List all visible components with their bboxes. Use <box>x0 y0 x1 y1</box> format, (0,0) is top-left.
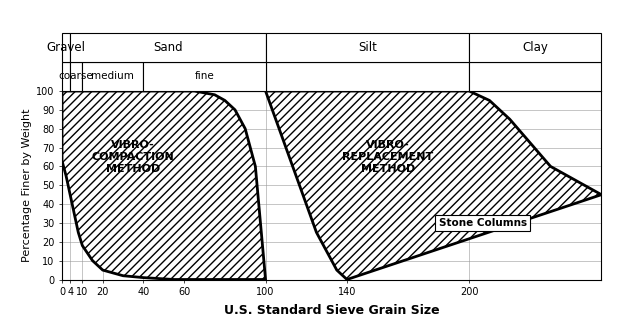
Bar <box>70 62 82 91</box>
Bar <box>265 32 469 62</box>
Text: VIBRO-
REPLACEMENT
METHOD: VIBRO- REPLACEMENT METHOD <box>342 140 433 174</box>
Text: Gravel: Gravel <box>46 41 86 54</box>
Text: Sand: Sand <box>153 41 183 54</box>
Text: medium: medium <box>91 72 135 81</box>
Y-axis label: Percentage Finer by Weight: Percentage Finer by Weight <box>22 109 32 262</box>
Polygon shape <box>62 91 265 280</box>
Polygon shape <box>265 91 601 280</box>
X-axis label: U.S. Standard Sieve Grain Size: U.S. Standard Sieve Grain Size <box>224 304 440 317</box>
Bar <box>265 62 469 91</box>
Text: Stone Columns: Stone Columns <box>438 218 526 228</box>
Text: coarse: coarse <box>59 72 94 81</box>
Text: fine: fine <box>195 72 215 81</box>
Text: Clay: Clay <box>522 41 548 54</box>
Bar <box>469 32 601 62</box>
Bar <box>62 32 70 62</box>
Bar <box>62 62 70 91</box>
Bar <box>469 62 601 91</box>
Bar <box>143 62 265 91</box>
Text: Silt: Silt <box>358 41 377 54</box>
Bar <box>70 32 265 62</box>
Bar <box>82 62 143 91</box>
Text: VIBRO-
COMPACTION
METHOD: VIBRO- COMPACTION METHOD <box>92 140 175 174</box>
